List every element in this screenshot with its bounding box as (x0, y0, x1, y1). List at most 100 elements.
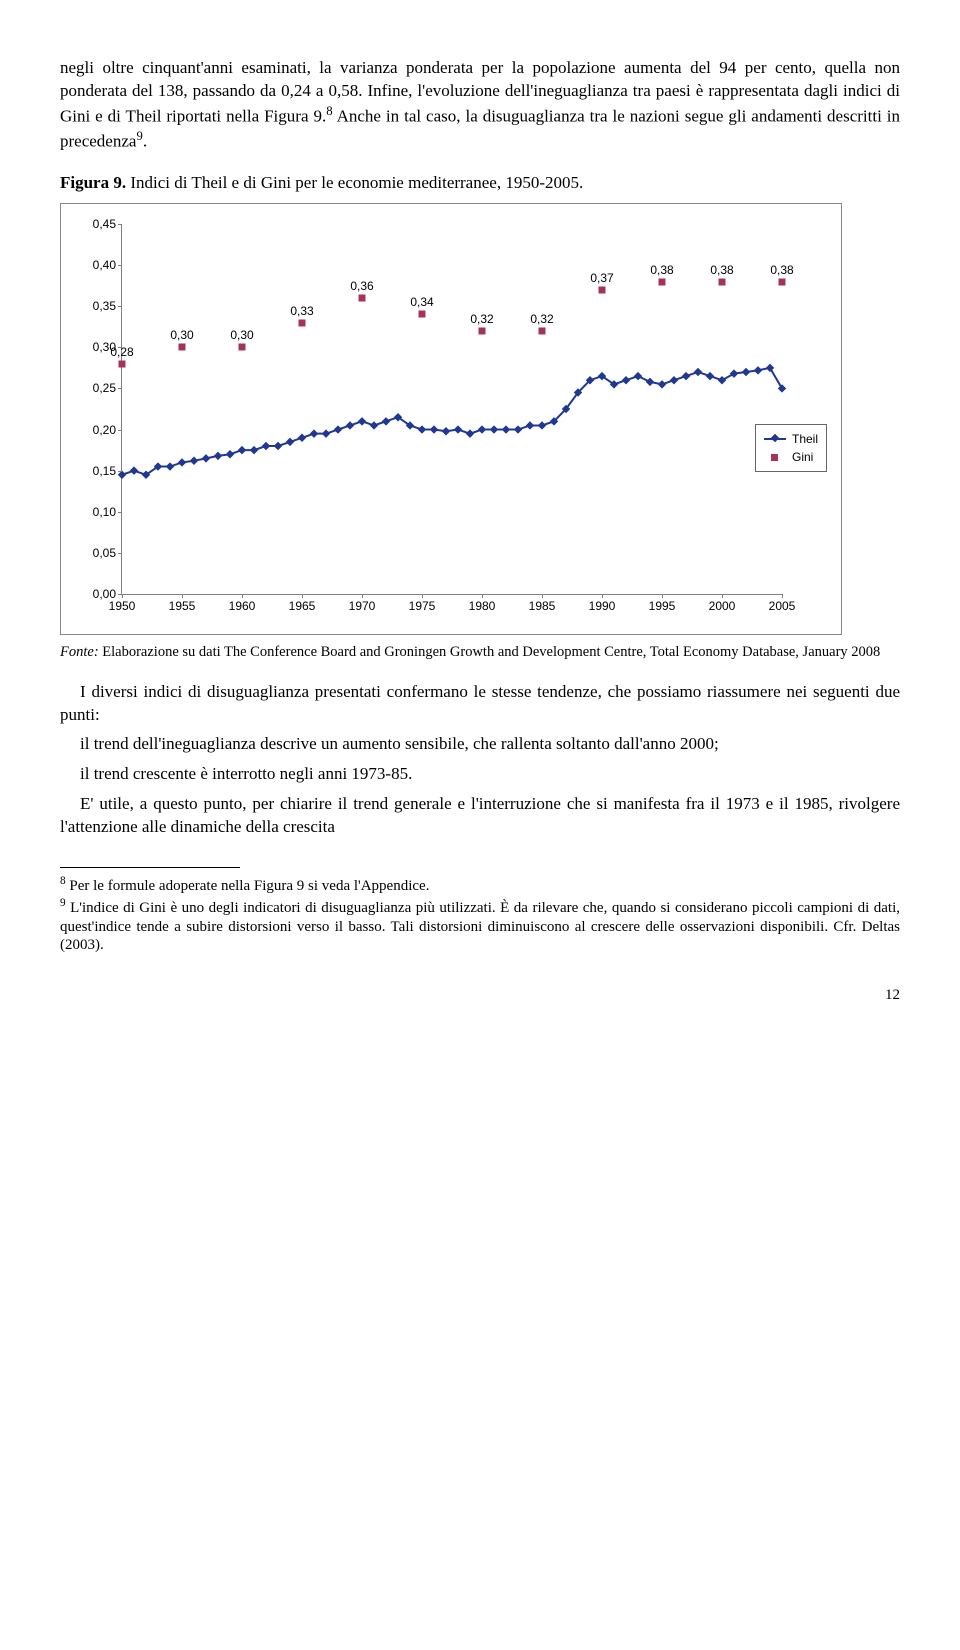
gini-marker (359, 295, 366, 302)
theil-marker (454, 425, 462, 433)
figure-source: Fonte: Elaborazione su dati The Conferen… (60, 643, 900, 663)
theil-marker (514, 425, 522, 433)
x-tick-mark (662, 594, 663, 598)
gini-marker (419, 311, 426, 318)
x-tick-label: 1955 (169, 598, 196, 614)
figure-title-bold: Figura 9. (60, 173, 126, 192)
theil-marker (478, 425, 486, 433)
theil-marker (718, 376, 726, 384)
theil-marker (346, 421, 354, 429)
theil-marker (622, 376, 630, 384)
legend-row-theil: Theil (764, 431, 818, 447)
y-tick-mark (118, 306, 122, 307)
legend-swatch-gini (764, 454, 786, 461)
x-tick-mark (542, 594, 543, 598)
gini-marker (179, 344, 186, 351)
theil-marker (742, 368, 750, 376)
theil-path (122, 368, 782, 475)
gini-marker (719, 278, 726, 285)
theil-marker (778, 384, 786, 392)
para1c-text: . (143, 132, 147, 151)
theil-marker (382, 417, 390, 425)
figure-title: Figura 9. Indici di Theil e di Gini per … (60, 172, 900, 195)
theil-marker (226, 450, 234, 458)
y-tick-mark (118, 512, 122, 513)
legend-swatch-theil (764, 438, 786, 440)
theil-marker (418, 425, 426, 433)
theil-marker (430, 425, 438, 433)
theil-marker (238, 446, 246, 454)
x-tick-mark (362, 594, 363, 598)
gini-value-label: 0,38 (650, 261, 673, 277)
x-tick-label: 1965 (289, 598, 316, 614)
y-tick-label: 0,45 (78, 216, 116, 232)
theil-marker (658, 380, 666, 388)
theil-marker (118, 471, 126, 479)
footnote-8: 8 Per le formule adoperate nella Figura … (60, 874, 900, 896)
theil-marker (262, 442, 270, 450)
theil-marker (442, 427, 450, 435)
y-tick-mark (118, 224, 122, 225)
theil-marker (526, 421, 534, 429)
theil-marker (490, 425, 498, 433)
theil-marker (274, 442, 282, 450)
theil-marker (202, 454, 210, 462)
theil-marker (166, 462, 174, 470)
x-tick-label: 1970 (349, 598, 376, 614)
x-tick-mark (302, 594, 303, 598)
theil-marker (682, 372, 690, 380)
x-tick-label: 2005 (769, 598, 796, 614)
bullet-1: il trend dell'ineguaglianza descrive un … (60, 733, 900, 756)
x-tick-mark (182, 594, 183, 598)
x-tick-mark (422, 594, 423, 598)
gini-marker (239, 344, 246, 351)
theil-marker (370, 421, 378, 429)
paragraph-1: negli oltre cinquant'anni esaminati, la … (60, 57, 900, 154)
plot-area: 0,000,050,100,150,200,250,300,350,400,45… (121, 224, 782, 595)
x-tick-label: 1975 (409, 598, 436, 614)
y-tick-label: 0,10 (78, 504, 116, 520)
x-tick-mark (122, 594, 123, 598)
y-tick-mark (118, 388, 122, 389)
y-tick-label: 0,40 (78, 257, 116, 273)
x-tick-mark (242, 594, 243, 598)
footnotes: 8 Per le formule adoperate nella Figura … (60, 874, 900, 955)
y-tick-mark (118, 471, 122, 472)
x-tick-label: 2000 (709, 598, 736, 614)
fn8-text: Per le formule adoperate nella Figura 9 … (66, 878, 430, 894)
y-tick-label: 0,15 (78, 463, 116, 479)
theil-marker (634, 372, 642, 380)
gini-value-label: 0,34 (410, 294, 433, 310)
theil-marker (178, 458, 186, 466)
theil-marker (466, 429, 474, 437)
theil-marker (130, 466, 138, 474)
x-tick-mark (602, 594, 603, 598)
x-tick-label: 1960 (229, 598, 256, 614)
fn9-text: L'indice di Gini è uno degli indicatori … (60, 900, 900, 954)
bullet-2: il trend crescente è interrotto negli an… (60, 763, 900, 786)
x-tick-mark (482, 594, 483, 598)
x-tick-mark (782, 594, 783, 598)
x-tick-label: 1950 (109, 598, 136, 614)
para3-text: E' utile, a questo punto, per chiarire i… (60, 794, 900, 836)
theil-marker (286, 438, 294, 446)
gini-value-label: 0,32 (530, 311, 553, 327)
theil-marker (214, 452, 222, 460)
gini-value-label: 0,33 (290, 302, 313, 318)
gini-marker (599, 286, 606, 293)
theil-marker (538, 421, 546, 429)
gini-value-label: 0,28 (110, 344, 133, 360)
y-tick-label: 0,35 (78, 298, 116, 314)
x-tick-label: 1995 (649, 598, 676, 614)
y-tick-label: 0,20 (78, 421, 116, 437)
y-tick-mark (118, 430, 122, 431)
gini-marker (479, 327, 486, 334)
theil-marker (358, 417, 366, 425)
theil-marker (646, 378, 654, 386)
y-tick-label: 0,25 (78, 380, 116, 396)
gini-marker (119, 360, 126, 367)
gini-marker (779, 278, 786, 285)
gini-value-label: 0,32 (470, 311, 493, 327)
theil-marker (766, 364, 774, 372)
legend-row-gini: Gini (764, 449, 818, 465)
